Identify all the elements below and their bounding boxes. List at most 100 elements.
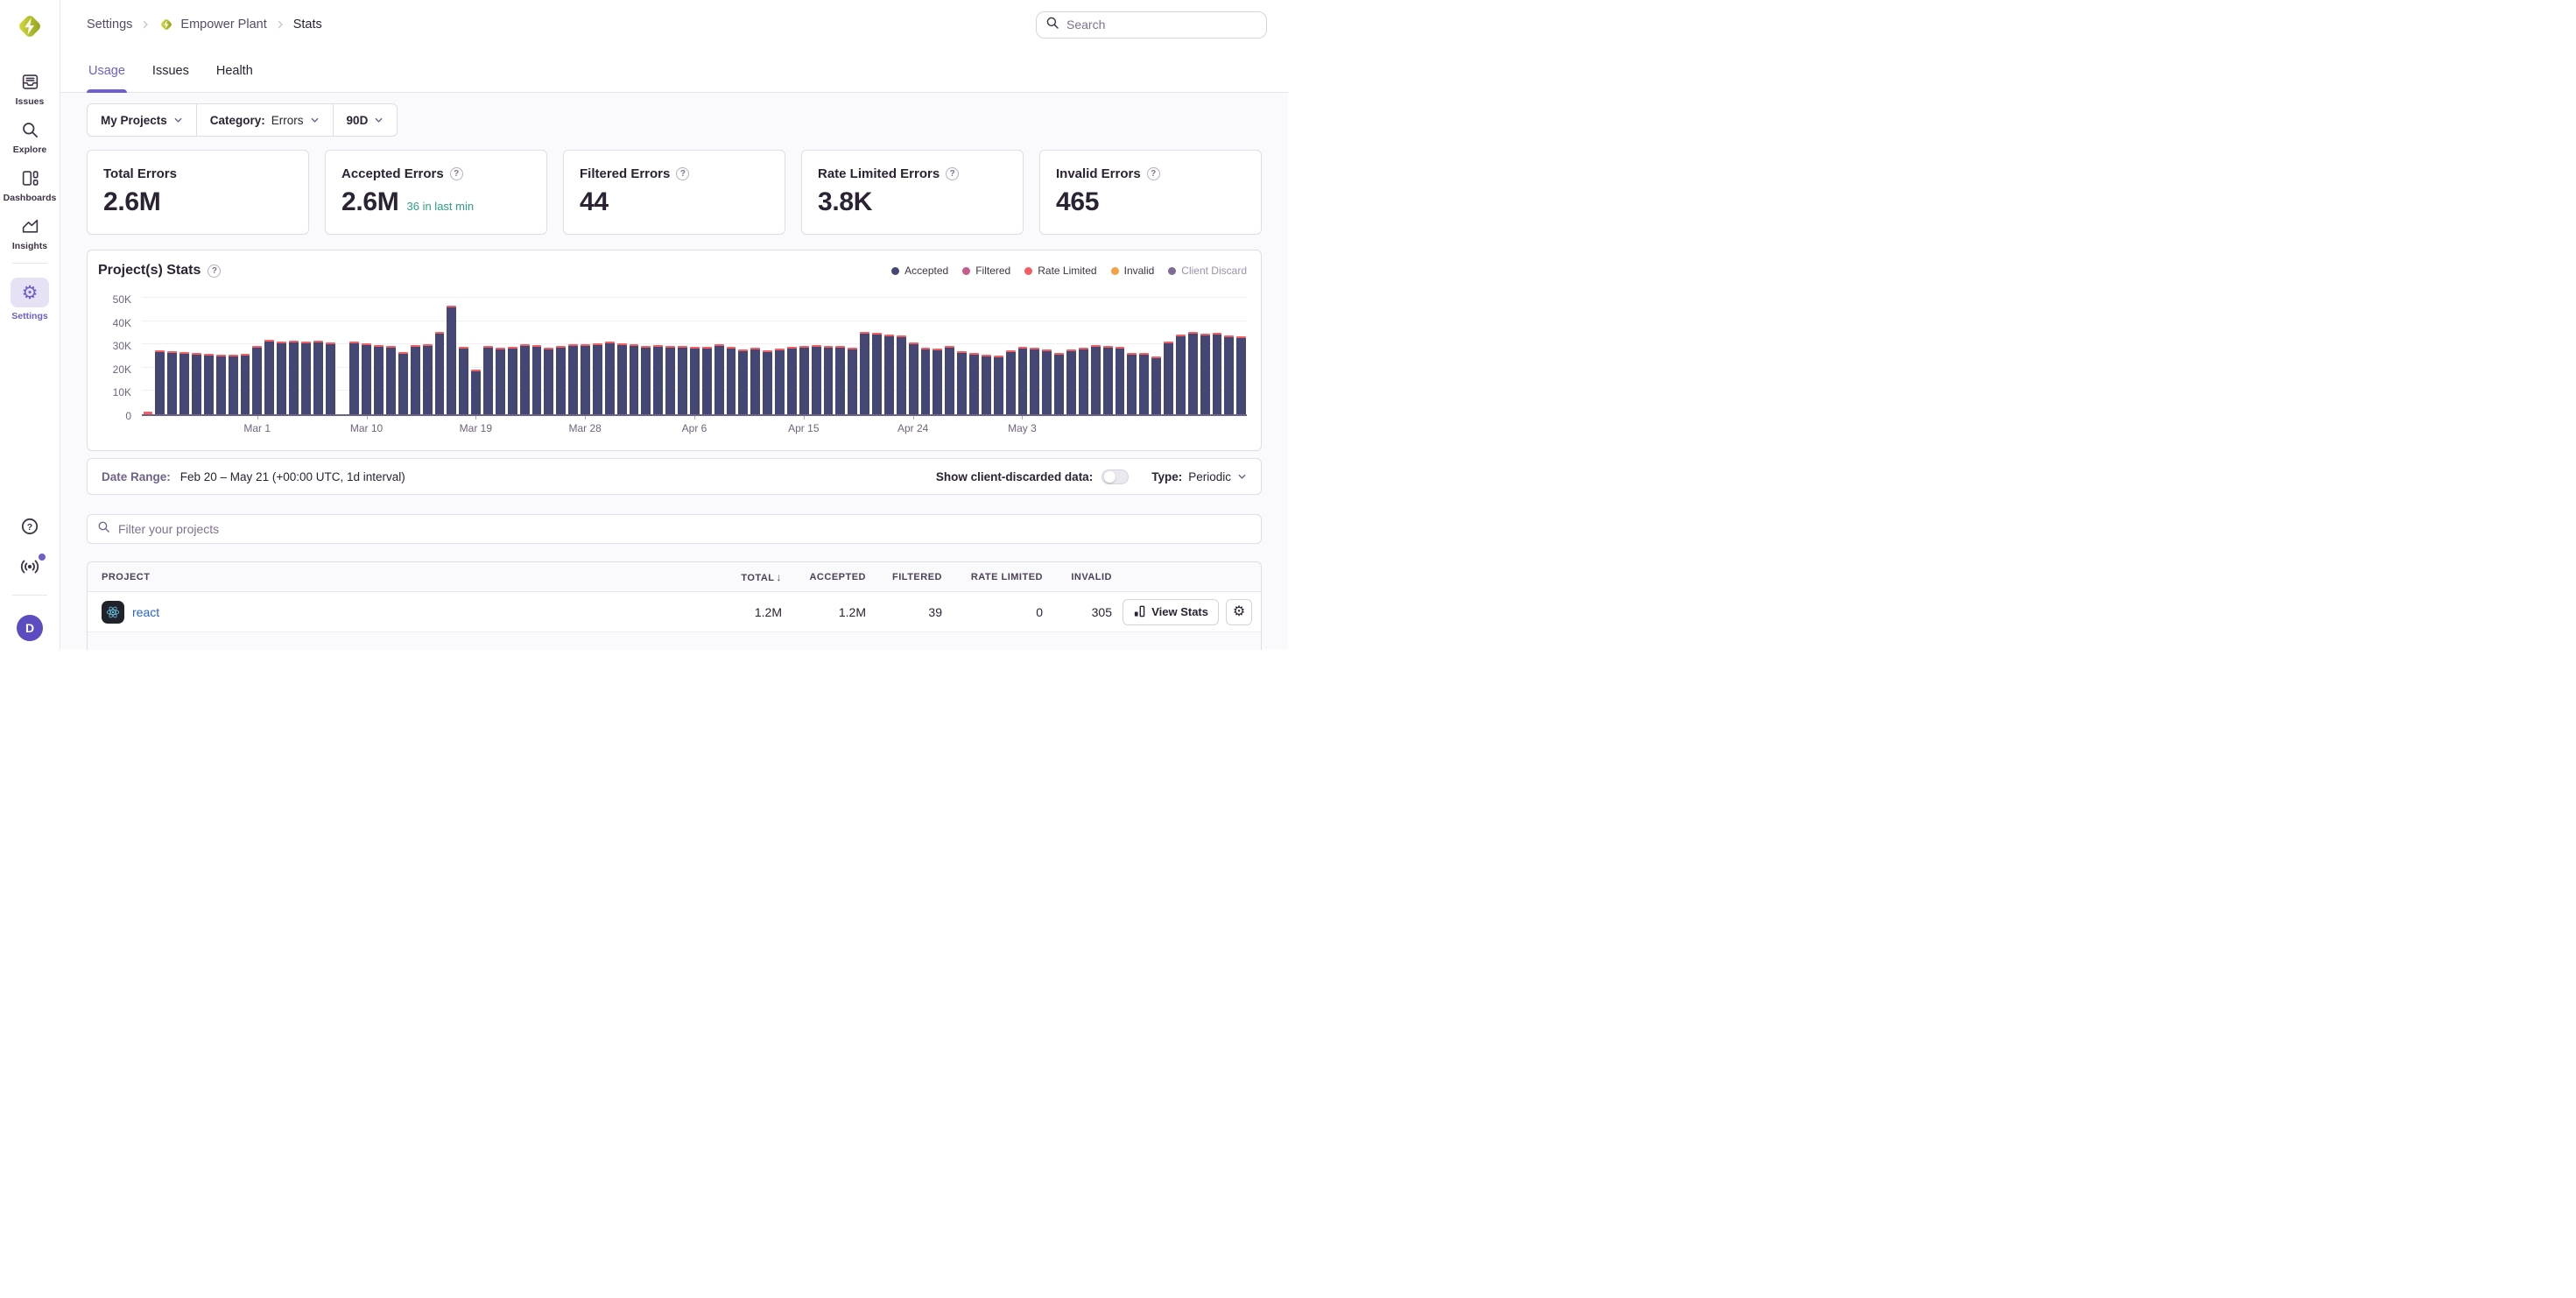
bar[interactable]: [289, 341, 299, 414]
bar[interactable]: [1213, 333, 1222, 414]
column-total[interactable]: Total↓: [680, 571, 782, 583]
view-stats-button[interactable]: View Stats: [1123, 599, 1219, 625]
tab-issues[interactable]: Issues: [151, 49, 191, 92]
bar[interactable]: [1164, 342, 1173, 414]
bar[interactable]: [1030, 348, 1039, 414]
bar[interactable]: [872, 333, 882, 414]
project-filter-input[interactable]: [118, 522, 1251, 536]
bar[interactable]: [1200, 334, 1210, 414]
tab-health[interactable]: Health: [215, 49, 255, 92]
bar[interactable]: [605, 342, 615, 414]
bar[interactable]: [313, 341, 323, 414]
sidebar-item-explore[interactable]: Explore: [0, 113, 60, 161]
help-button[interactable]: ?: [18, 516, 42, 540]
legend-item[interactable]: Client Discard: [1168, 265, 1247, 277]
bar[interactable]: [860, 332, 869, 414]
help-icon[interactable]: [208, 265, 221, 278]
bar[interactable]: [556, 346, 566, 414]
column-invalid[interactable]: Invalid: [1043, 572, 1112, 582]
bar[interactable]: [727, 347, 736, 414]
bar[interactable]: [1091, 345, 1101, 414]
project-settings-button[interactable]: ⚙: [1226, 599, 1252, 625]
bar[interactable]: [1103, 346, 1113, 414]
column-accepted[interactable]: Accepted: [782, 572, 866, 582]
avatar[interactable]: D: [17, 615, 43, 641]
bar[interactable]: [1042, 349, 1052, 414]
bar[interactable]: [690, 347, 700, 414]
bar[interactable]: [969, 353, 979, 414]
bar[interactable]: [1006, 350, 1016, 414]
bar[interactable]: [532, 345, 542, 414]
bar[interactable]: [897, 335, 906, 414]
bar[interactable]: [921, 348, 931, 414]
bar[interactable]: [775, 349, 785, 414]
project-link[interactable]: react: [132, 605, 159, 619]
breadcrumb-org[interactable]: Empower Plant: [158, 17, 266, 32]
bar[interactable]: [544, 348, 553, 414]
bar[interactable]: [252, 346, 262, 414]
bar[interactable]: [155, 350, 165, 414]
bar[interactable]: [349, 342, 359, 414]
bar[interactable]: [933, 349, 942, 414]
bar[interactable]: [1188, 332, 1198, 414]
bar[interactable]: [192, 353, 201, 414]
tab-usage[interactable]: Usage: [87, 49, 127, 92]
type-selector[interactable]: Type: Periodic: [1151, 470, 1247, 483]
bar[interactable]: [471, 370, 481, 414]
bar[interactable]: [630, 344, 639, 414]
project-selector[interactable]: My Projects: [88, 104, 196, 136]
bar[interactable]: [714, 344, 724, 414]
legend-item[interactable]: Invalid: [1111, 265, 1155, 277]
column-project[interactable]: Project: [102, 572, 680, 582]
bar[interactable]: [1139, 353, 1149, 414]
bar[interactable]: [909, 342, 918, 414]
bar[interactable]: [1116, 347, 1125, 414]
bar[interactable]: [179, 352, 189, 414]
bar[interactable]: [1236, 336, 1246, 414]
bar[interactable]: [1224, 335, 1234, 414]
bar[interactable]: [824, 346, 834, 414]
bar-series[interactable]: [142, 289, 1247, 414]
bar[interactable]: [264, 340, 274, 414]
bar[interactable]: [167, 351, 177, 414]
bar[interactable]: [884, 335, 894, 414]
bar[interactable]: [229, 355, 238, 414]
bar[interactable]: [812, 345, 821, 414]
help-icon[interactable]: [1147, 167, 1160, 180]
sidebar-item-dashboards[interactable]: Dashboards: [0, 161, 60, 209]
bar[interactable]: [435, 332, 445, 414]
legend-item[interactable]: Accepted: [891, 265, 948, 277]
bar[interactable]: [617, 343, 627, 414]
category-selector[interactable]: Category: Errors: [197, 104, 333, 136]
bar[interactable]: [568, 344, 578, 414]
bar[interactable]: [411, 345, 420, 414]
bar[interactable]: [216, 355, 226, 414]
bar[interactable]: [374, 345, 384, 414]
column-filtered[interactable]: Filtered: [866, 572, 942, 582]
bar[interactable]: [787, 347, 797, 414]
column-rate-limited[interactable]: Rate Limited: [942, 572, 1043, 582]
bar[interactable]: [144, 412, 153, 414]
bar[interactable]: [423, 344, 433, 414]
help-icon[interactable]: [676, 167, 689, 180]
bar[interactable]: [581, 344, 590, 414]
date-period-selector[interactable]: 90D: [334, 104, 398, 136]
bar[interactable]: [520, 344, 530, 414]
bar[interactable]: [1176, 335, 1186, 415]
bar[interactable]: [799, 346, 809, 414]
bar[interactable]: [362, 343, 371, 414]
bar[interactable]: [1018, 347, 1028, 414]
bar[interactable]: [447, 306, 456, 414]
bar[interactable]: [750, 348, 760, 414]
bar[interactable]: [994, 356, 1003, 414]
bar[interactable]: [678, 346, 687, 414]
bar[interactable]: [702, 347, 712, 414]
bar[interactable]: [204, 354, 214, 414]
bar[interactable]: [593, 343, 602, 414]
whats-new-button[interactable]: [18, 556, 42, 581]
bar[interactable]: [459, 347, 468, 414]
bar[interactable]: [1079, 348, 1088, 414]
help-icon[interactable]: [946, 167, 959, 180]
sidebar-item-insights[interactable]: Insights: [0, 209, 60, 257]
bar[interactable]: [326, 342, 335, 414]
